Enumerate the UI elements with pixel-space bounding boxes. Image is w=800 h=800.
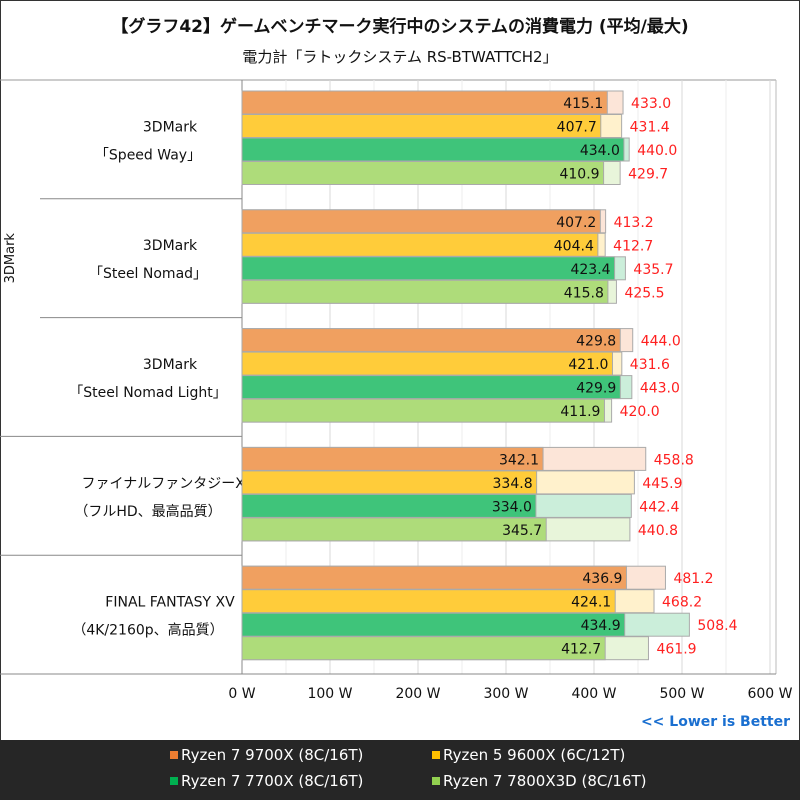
legend-item: Ryzen 7 9700X (8C/16T): [170, 746, 363, 764]
avg-value-label: 434.0: [580, 143, 620, 159]
category-sublabel: （フルHD、最高品質）: [74, 503, 221, 520]
x-tick-label: 600 W: [747, 686, 792, 702]
avg-value-label: 342.1: [499, 452, 539, 468]
max-value-label: 425.5: [624, 285, 664, 301]
max-value-label: 420.0: [620, 404, 660, 420]
x-tick-label: 300 W: [483, 686, 528, 702]
max-value-label: 443.0: [640, 381, 680, 397]
legend-swatch: [170, 777, 178, 785]
x-tick-label: 500 W: [659, 686, 704, 702]
avg-value-label: 415.1: [563, 96, 603, 112]
legend-item: Ryzen 5 9600X (6C/12T): [432, 746, 625, 764]
avg-value-label: 410.9: [559, 167, 599, 183]
legend-swatch: [432, 751, 440, 759]
legend-swatch: [170, 751, 178, 759]
avg-bar: [241, 446, 544, 471]
category-label: 3DMark: [143, 119, 198, 135]
avg-bar: [241, 279, 609, 304]
category-label: 3DMark: [143, 238, 198, 254]
legend-label: Ryzen 5 9600X (6C/12T): [443, 746, 626, 764]
lower-is-better-note: << Lower is Better: [640, 714, 790, 730]
avg-value-label: 412.7: [561, 642, 601, 658]
avg-bar: [241, 375, 621, 400]
category-sublabel: 「Speed Way」: [95, 147, 201, 163]
avg-value-label: 429.8: [576, 334, 616, 350]
legend-swatch: [432, 777, 440, 785]
max-value-label: 435.7: [633, 262, 673, 278]
x-tick-label: 0 W: [228, 686, 255, 702]
max-value-label: 431.4: [630, 120, 670, 136]
legend-label: Ryzen 7 7800X3D (8C/16T): [443, 772, 647, 790]
x-tick-label: 200 W: [395, 686, 440, 702]
avg-bar: [241, 636, 606, 661]
category-sublabel: （4K/2160p、高品質）: [72, 622, 223, 639]
max-value-label: 481.2: [673, 571, 713, 587]
outer-group-label: 3DMark: [3, 233, 18, 284]
max-value-label: 458.8: [654, 452, 694, 468]
max-value-label: 444.0: [641, 334, 681, 350]
avg-value-label: 345.7: [502, 523, 542, 539]
avg-value-label: 404.4: [554, 238, 594, 254]
legend-label: Ryzen 7 9700X (8C/16T): [181, 746, 364, 764]
avg-bar: [241, 589, 616, 614]
legend: Ryzen 7 9700X (8C/16T) Ryzen 5 9600X (6C/…: [0, 740, 800, 800]
max-value-label: 440.8: [638, 523, 678, 539]
avg-bar: [241, 209, 601, 234]
legend-item: Ryzen 7 7800X3D (8C/16T): [432, 772, 647, 790]
avg-bar: [241, 90, 608, 115]
max-value-label: 433.0: [631, 96, 671, 112]
avg-value-label: 423.4: [570, 262, 610, 278]
avg-value-label: 421.0: [568, 357, 608, 373]
avg-value-label: 424.1: [571, 595, 611, 611]
avg-value-label: 407.7: [557, 120, 597, 136]
avg-value-label: 415.8: [564, 285, 604, 301]
avg-value-label: 436.9: [582, 571, 622, 587]
max-value-label: 431.6: [630, 357, 670, 373]
max-value-label: 413.2: [614, 215, 654, 231]
max-value-label: 445.9: [642, 476, 682, 492]
avg-value-label: 411.9: [560, 404, 600, 420]
max-value-label: 442.4: [639, 499, 679, 515]
max-value-label: 429.7: [628, 167, 668, 183]
max-value-label: 508.4: [697, 618, 737, 634]
category-sublabel: 「Steel Nomad」: [89, 266, 207, 282]
avg-bar: [241, 612, 626, 637]
avg-value-label: 429.9: [576, 381, 616, 397]
max-value-label: 440.0: [637, 143, 677, 159]
category-label: 3DMark: [143, 357, 198, 373]
max-value-label: 468.2: [662, 595, 702, 611]
avg-bar: [241, 565, 627, 590]
avg-bar: [241, 114, 602, 138]
avg-bar: [241, 137, 625, 162]
avg-bar: [241, 517, 547, 542]
category-label: ファイナルファンタジーXIV: [81, 476, 258, 492]
legend-item: Ryzen 7 7700X (8C/16T): [170, 772, 363, 790]
category-label: FINAL FANTASY XV: [105, 595, 235, 611]
avg-bar: [241, 398, 605, 423]
avg-bar: [241, 328, 621, 353]
max-value-label: 412.7: [613, 238, 653, 254]
chart-title: 【グラフ42】ゲームベンチマーク実行中のシステムの消費電力 (平均/最大): [111, 17, 689, 37]
avg-bar: [241, 232, 599, 257]
max-value-label: 461.9: [656, 642, 696, 658]
avg-bar: [241, 161, 605, 185]
x-tick-label: 100 W: [307, 686, 352, 702]
chart-subtitle: 電力計「ラトックシステム RS-BTWATTCH2」: [242, 48, 558, 66]
category-sublabel: 「Steel Nomad Light」: [69, 385, 226, 401]
avg-value-label: 407.2: [556, 215, 596, 231]
avg-bar: [241, 351, 613, 376]
avg-value-label: 434.9: [581, 618, 621, 634]
avg-value-label: 334.8: [493, 476, 533, 492]
x-tick-label: 400 W: [571, 686, 616, 702]
avg-value-label: 334.0: [492, 499, 532, 515]
bar-chart: 0 W 100 W 200 W 300 W 400 W 500 W 600 W 3DMark 3…: [0, 79, 793, 702]
avg-bar: [241, 256, 616, 281]
legend-label: Ryzen 7 7700X (8C/16T): [181, 772, 364, 790]
